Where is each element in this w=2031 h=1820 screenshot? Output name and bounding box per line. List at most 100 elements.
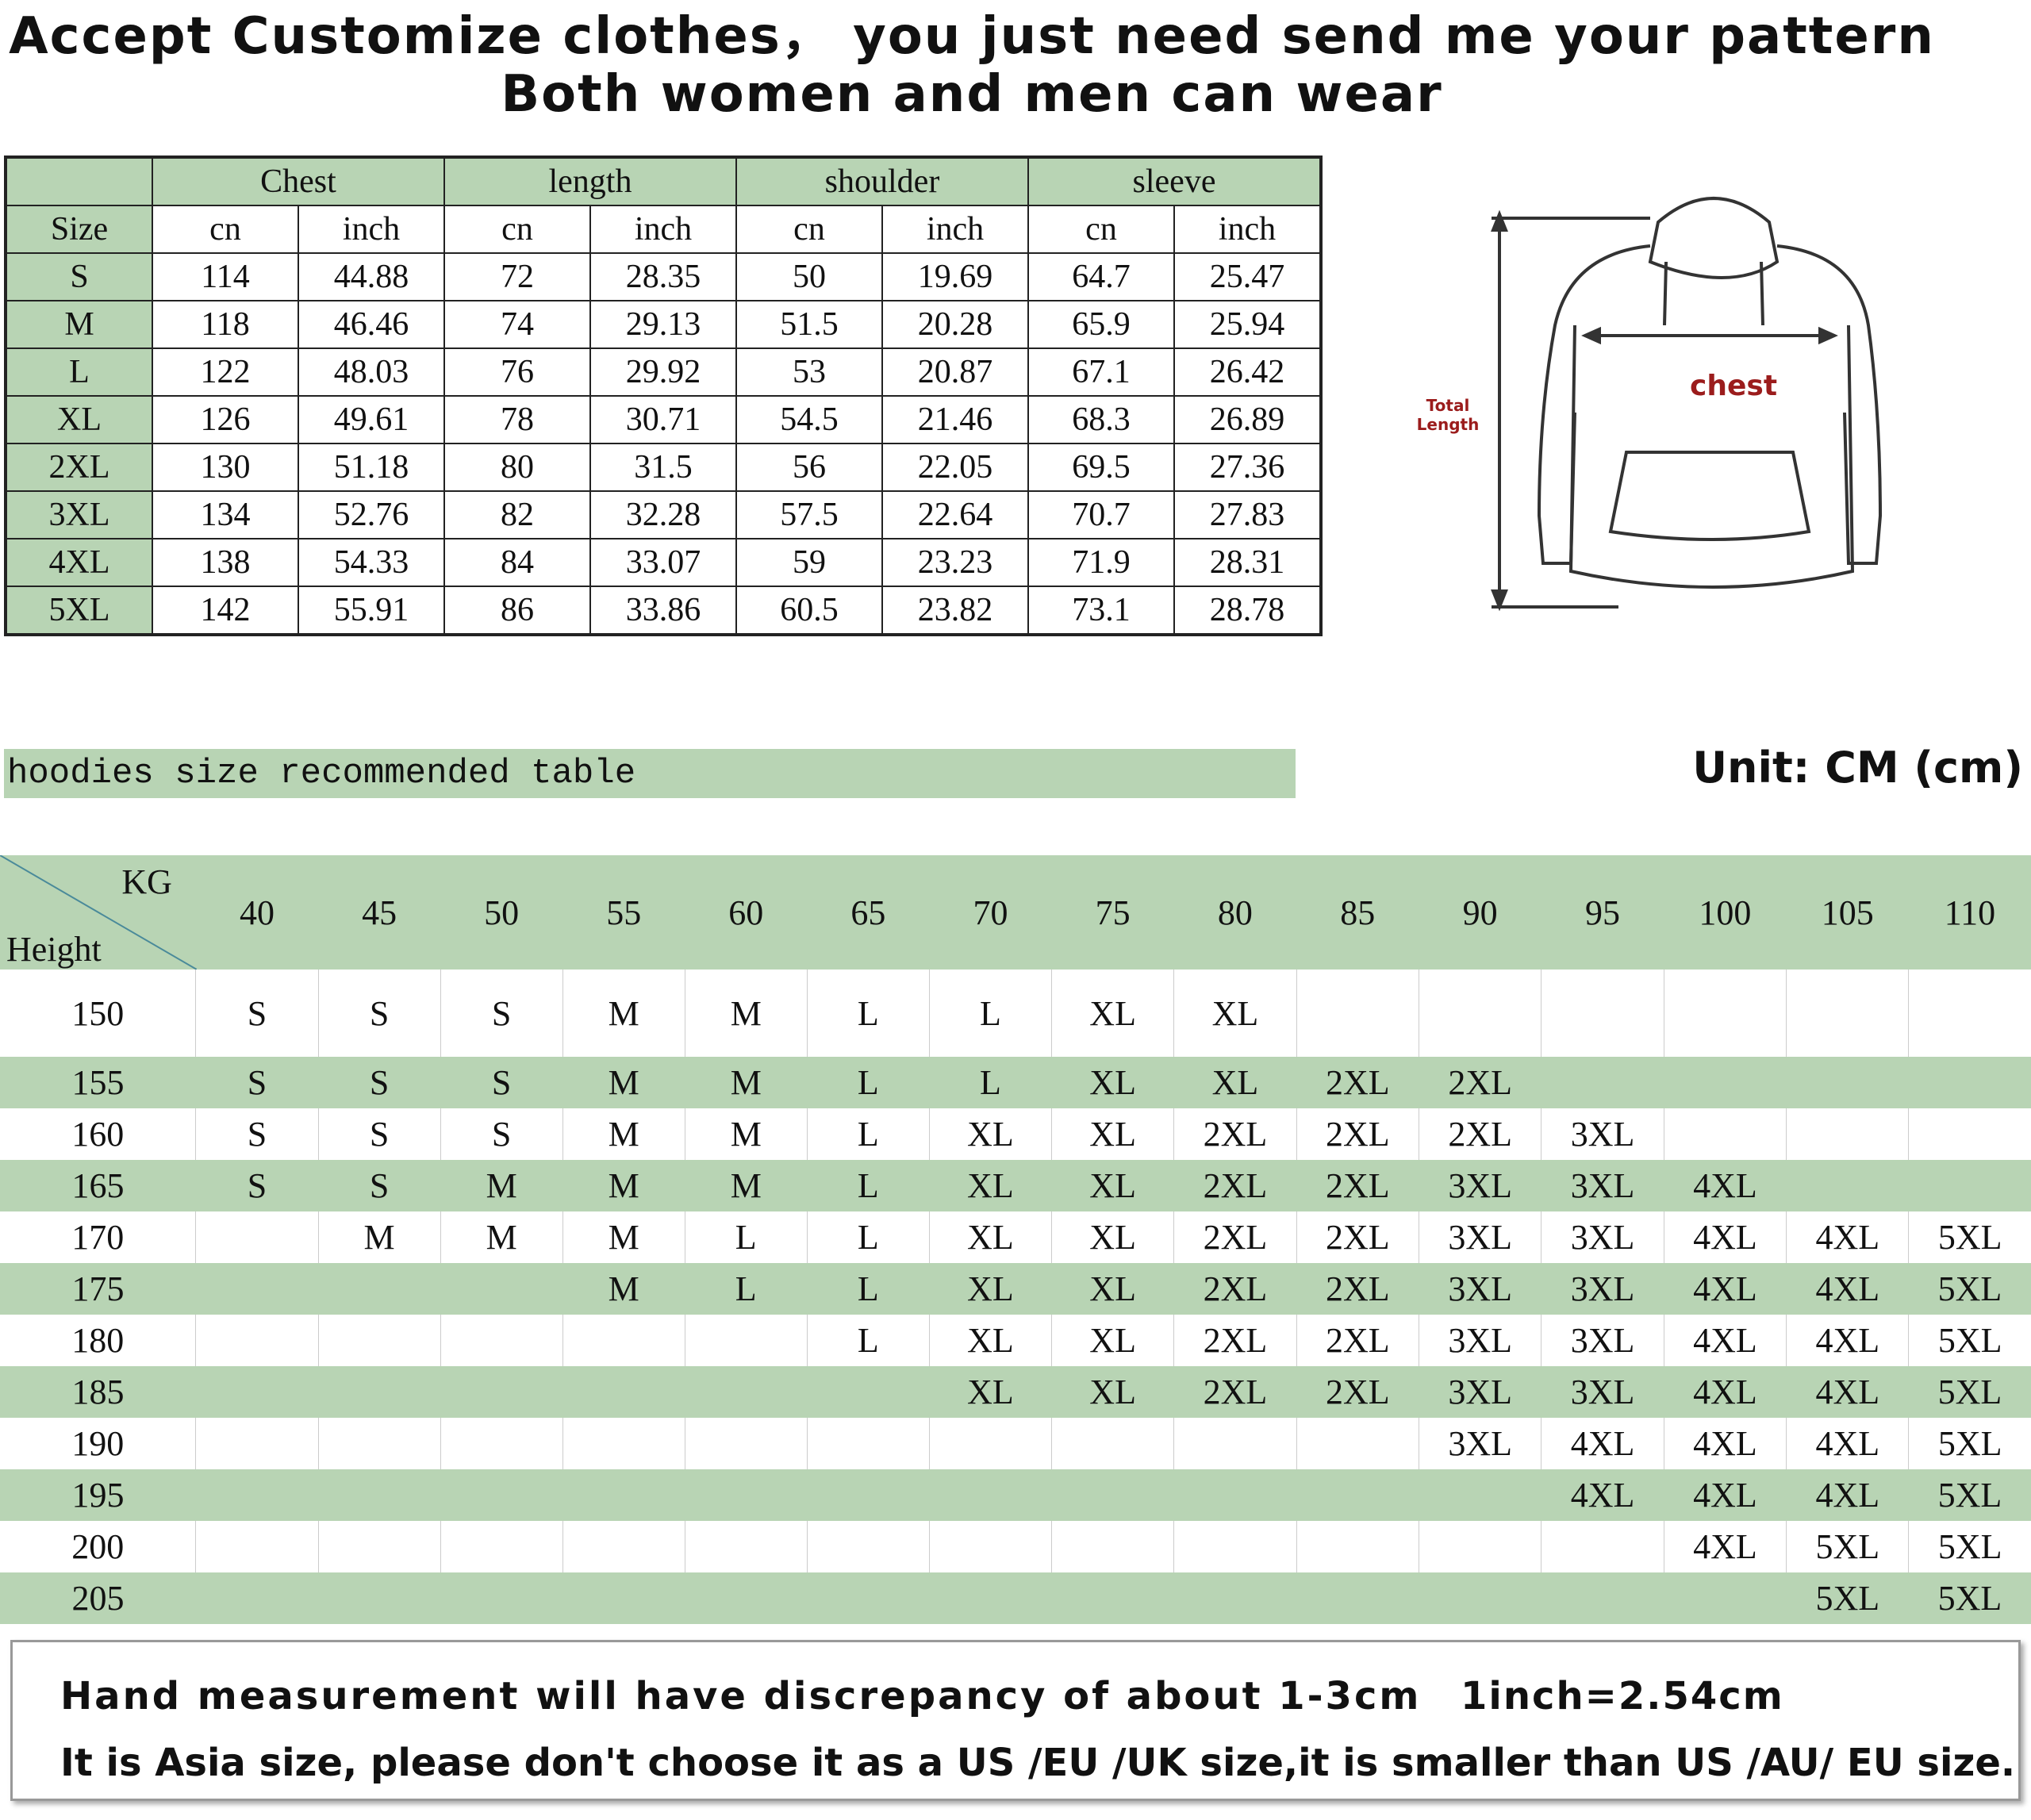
size-cell: 2XL [1296,1057,1419,1108]
note-discrepancy: Hand measurement will have discrepancy o… [60,1674,1422,1718]
height-row: 180 L XL XL 2XL 2XL 3XL 3XL 4XL 4XL 5XL [0,1315,2031,1366]
size-cell [318,1572,441,1624]
size-cell [562,1418,685,1469]
size-chart-table: Chest length shoulder sleeve Size cn inch cn inc… [4,156,1323,636]
weight-header: 85 [1296,855,1419,970]
size-cell: 3XL [1541,1211,1664,1263]
group-header: sleeve [1027,156,1322,206]
size-cell: 4XL [1541,1418,1664,1469]
measure-cell: 78 [443,395,591,444]
unit-header: inch [881,205,1029,254]
size-cell [317,1521,441,1572]
size-cell: XL [1051,1211,1174,1263]
measure-cell: 30.71 [589,395,737,444]
size-cell [562,1469,685,1521]
measure-cell: 46.46 [298,300,445,349]
size-cell: M [685,1057,808,1108]
measure-cell: 57.5 [735,490,883,539]
size-cell [318,1366,441,1418]
measure-cell: 56 [735,443,883,492]
size-cell: 2XL [1296,1211,1419,1263]
measure-cell: 71.9 [1027,538,1175,587]
size-cell [562,1366,685,1418]
size-cell: 2XL [1173,1366,1297,1418]
size-cell [440,1572,563,1624]
size-cell: 5XL [1908,1315,2031,1366]
size-cell [1786,1108,1909,1160]
size-cell: S [440,970,563,1057]
measure-cell: 80 [443,443,591,492]
measure-cell: 126 [152,395,299,444]
size-cell: 3XL [1418,1211,1541,1263]
measure-cell: 55.91 [298,586,445,635]
measure-cell: 142 [152,586,299,635]
size-row: M 118 46.46 74 29.13 51.5 20.28 65.9 25.94 [5,300,1322,349]
size-cell [1173,1418,1297,1469]
size-cell [1419,1469,1541,1521]
total-label: Total [1426,396,1470,415]
weight-header: 70 [929,855,1052,970]
size-cell: 2XL [1173,1263,1297,1315]
measure-cell: 26.89 [1173,395,1322,444]
size-cell [440,1315,563,1366]
measure-cell: 114 [152,252,299,301]
size-cell: 3XL [1541,1160,1664,1211]
measure-cell: 65.9 [1027,300,1175,349]
measure-cell: 44.88 [298,252,445,301]
size-cell [1418,970,1541,1057]
size-cell: 4XL [1664,1160,1787,1211]
unit-header: cn [1027,205,1175,254]
height-row: 150 S S S M M L L XL XL [0,970,2031,1057]
size-cell: L [928,970,1052,1057]
measure-cell: 51.5 [735,300,883,349]
size-row: 5XL 142 55.91 86 33.86 60.5 23.82 73.1 28.78 [5,586,1322,635]
size-cell: XL [1051,1108,1174,1160]
measure-cell: 27.83 [1173,490,1322,539]
size-cell: 3XL [1419,1160,1541,1211]
size-cell: 2XL [1296,1366,1419,1418]
height-row: 205 5XL 5XL [0,1572,2031,1624]
size-cell [1296,970,1419,1057]
measure-cell: 26.42 [1173,347,1322,397]
size-label: 3XL [5,490,153,539]
weight-header: 60 [685,855,808,970]
size-row: S 114 44.88 72 28.35 50 19.69 64.7 25.47 [5,252,1322,301]
measure-cell: 28.31 [1173,538,1322,587]
size-cell: 3XL [1541,1315,1664,1366]
size-cell: S [440,1057,563,1108]
weight-header: 40 [195,855,319,970]
size-cell [562,1521,685,1572]
height-label: Height [6,930,102,969]
size-label: 4XL [5,538,153,587]
height-row: 170 M M M L L XL XL 2XL 2XL 3XL 3XL 4XL 4XL 5XL [0,1211,2031,1263]
size-cell [806,1418,930,1469]
size-cell: M [562,1057,685,1108]
measure-cell: 67.1 [1027,347,1175,397]
size-cell: S [195,1057,319,1108]
height-row: 185 XL XL 2XL 2XL 3XL 3XL 4XL 4XL 5XL [0,1366,2031,1418]
measure-cell: 138 [152,538,299,587]
weight-header: 105 [1786,855,1909,970]
measure-cell: 23.82 [881,586,1029,635]
size-cell: 5XL [1908,1366,2031,1418]
size-cell: 5XL [1908,1263,2031,1315]
size-cell: S [318,1160,441,1211]
size-cell: L [807,1160,930,1211]
size-cell: 4XL [1541,1469,1664,1521]
size-cell: 2XL [1296,1108,1419,1160]
size-cell [195,1521,319,1572]
measure-cell: 54.5 [735,395,883,444]
size-cell [1296,1521,1419,1572]
measure-cell: 60.5 [735,586,883,635]
measure-cell: 19.69 [881,252,1029,301]
size-cell [317,1315,441,1366]
height-label-cell: 150 [0,970,196,1057]
measure-cell: 54.33 [298,538,445,587]
size-cell: M [685,1160,808,1211]
measure-cell: 29.13 [589,300,737,349]
size-cell [929,1572,1052,1624]
measure-cell: 33.86 [589,586,737,635]
size-cell [440,1418,563,1469]
empty-corner [5,156,153,206]
weight-header: 100 [1664,855,1787,970]
